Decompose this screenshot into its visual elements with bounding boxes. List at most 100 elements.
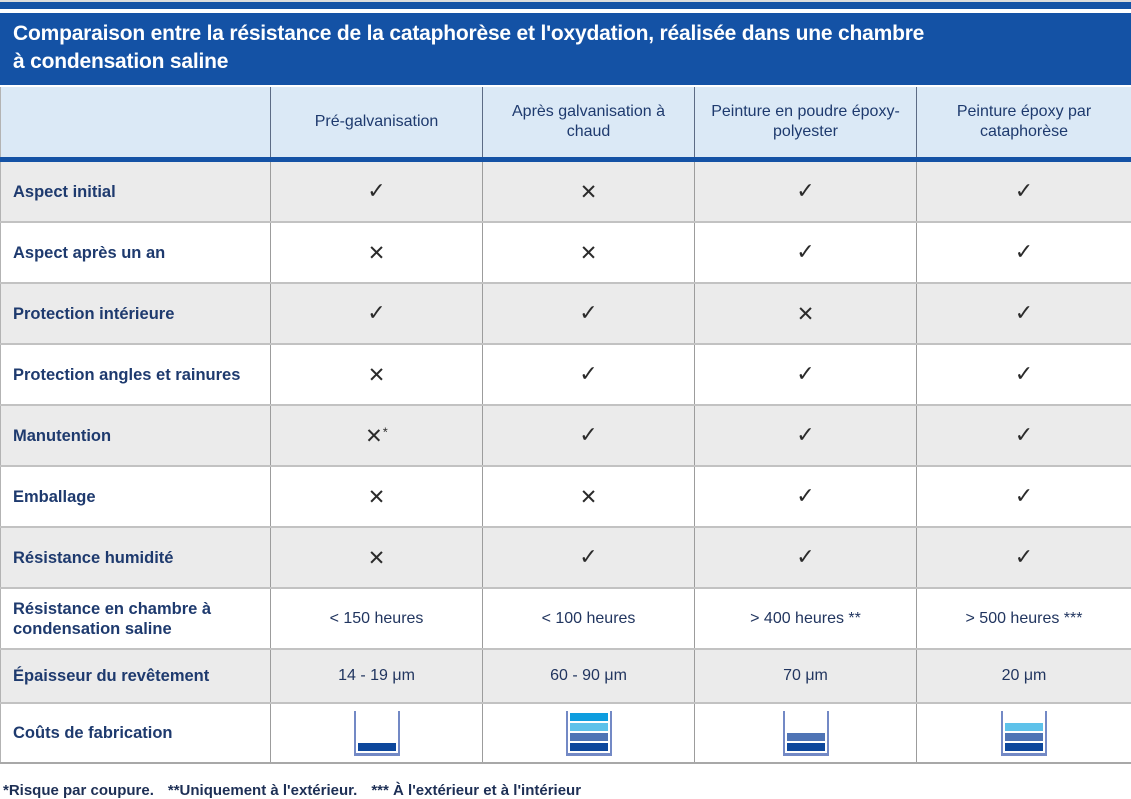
cost-bar [358,743,396,751]
cost-bar [1005,733,1043,741]
check-icon: ✓ [579,423,597,448]
table-title-banner: Comparaison entre la résistance de la ca… [0,13,1131,85]
cost-level-icon [354,711,400,756]
table-cell: ✓ [917,160,1131,223]
row-label: Épaisseur du revêtement [1,649,271,703]
table-cell: ✕ [483,160,695,223]
table-cell: ✓ [483,283,695,344]
cross-icon: ✕ [368,485,386,509]
table-cell: ✓ [917,222,1131,283]
check-icon: ✓ [1015,423,1033,448]
table-cell [917,703,1131,763]
cross-icon: ✕ [797,302,815,326]
cross-icon: ✕ [368,546,386,570]
table-row: Épaisseur du revêtement 14 - 19 μm 60 - 90… [1,649,1131,703]
table-cell: ✓ [917,405,1131,466]
cross-icon: ✕ [368,241,386,265]
column-header-empty [1,87,271,160]
table-cell: ✓ [271,283,483,344]
cost-bar [570,733,608,741]
check-icon: ✓ [796,484,814,509]
check-icon: ✓ [579,545,597,570]
table-cell: ✓ [917,527,1131,588]
cost-bar [1005,723,1043,731]
cost-bar [787,733,825,741]
row-label: Coûts de fabrication [1,703,271,763]
cell-value: 20 μm [1002,667,1047,684]
table-cell: > 400 heures ** [695,588,917,649]
check-icon: ✓ [1015,179,1033,204]
column-header: Après galvanisation à chaud [483,87,695,160]
row-label: Résistance en chambre à condensation sal… [1,588,271,649]
cost-bar [787,743,825,751]
check-icon: ✓ [1015,362,1033,387]
row-label: Manutention [1,405,271,466]
table-cell: > 500 heures *** [917,588,1131,649]
table-cell: ✕ [271,466,483,527]
check-icon: ✓ [1015,240,1033,265]
table-cell: 70 μm [695,649,917,703]
cell-value: 14 - 19 μm [338,667,415,684]
cost-bar [570,713,608,721]
table-cell: ✕ [271,527,483,588]
table-cell: ✓ [695,160,917,223]
table-cell: ✓ [483,527,695,588]
cross-icon: ✕ [365,424,383,448]
check-icon: ✓ [1015,301,1033,326]
footnote: *Risque par coupure. **Uniquement à l'ext… [3,782,1131,799]
table-cell: ✓ [695,527,917,588]
column-header: Peinture époxy par cataphorèse [917,87,1131,160]
table-cell: ✓ [695,466,917,527]
table-row: Résistance humidité✕✓✓✓ [1,527,1131,588]
table-cell: ✕ [695,283,917,344]
check-icon: ✓ [796,179,814,204]
table-cell [271,703,483,763]
table-cell: ✓ [271,160,483,223]
cost-level-icon [1001,711,1047,756]
check-icon: ✓ [579,301,597,326]
table-cell: 20 μm [917,649,1131,703]
cross-icon: ✕ [580,485,598,509]
column-header: Peinture en poudre époxy-polyester [695,87,917,160]
table-cell: ✕ [483,466,695,527]
footnote-segment: *Risque par coupure. [3,782,154,799]
cross-icon: ✕ [368,363,386,387]
check-icon: ✓ [796,362,814,387]
table-row: Aspect initial ✓ ✕ ✓ ✓ [1,160,1131,223]
cell-value: 60 - 90 μm [550,667,627,684]
table-row: Coûts de fabrication [1,703,1131,763]
check-icon: ✓ [579,362,597,387]
cell-value: > 500 heures *** [966,610,1083,627]
cost-bar [570,723,608,731]
cell-value: < 150 heures [330,610,424,627]
table-row: Protection angles et rainures✕✓✓✓ [1,344,1131,405]
table-row: Manutention✕*✓✓✓ [1,405,1131,466]
table-cell: < 150 heures [271,588,483,649]
row-label: Aspect initial [1,160,271,223]
table-cell: ✕* [271,405,483,466]
check-icon: ✓ [1015,545,1033,570]
row-label: Aspect après un an [1,222,271,283]
cross-icon: ✕ [580,180,598,204]
table-row: Résistance en chambre à condensation sal… [1,588,1131,649]
row-label: Emballage [1,466,271,527]
table-body: Aspect initial✓✕✓✓Aspect après un an✕✕✓✓… [1,160,1131,764]
asterisk-note: * [383,424,388,439]
footnote-segment: *** À l'extérieur et à l'intérieur [371,782,581,799]
table-row: Protection intérieure✓✓✕✓ [1,283,1131,344]
table-cell: ✓ [483,405,695,466]
check-icon: ✓ [796,240,814,265]
table-cell: < 100 heures [483,588,695,649]
top-rule [0,0,1131,9]
table-cell: 60 - 90 μm [483,649,695,703]
footnote-segment: **Uniquement à l'extérieur. [168,782,357,799]
check-icon: ✓ [367,179,385,204]
cross-icon: ✕ [580,241,598,265]
cell-value: 70 μm [783,667,828,684]
table-cell: ✓ [483,344,695,405]
table-cell [483,703,695,763]
table-cell: ✕ [483,222,695,283]
